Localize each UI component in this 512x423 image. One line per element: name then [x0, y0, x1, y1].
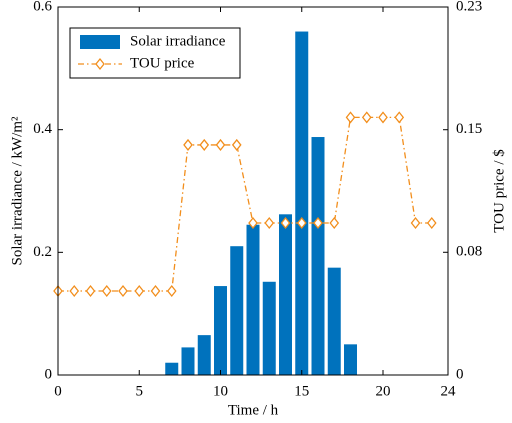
bar: [327, 267, 341, 375]
bar: [181, 347, 195, 375]
x-tick-label: 10: [213, 383, 228, 399]
marker: [69, 284, 80, 298]
y2-tick-label: 0.15: [456, 121, 482, 137]
marker: [118, 284, 128, 298]
bar: [344, 344, 357, 375]
legend-label: TOU price: [130, 55, 195, 71]
bar: [262, 281, 276, 375]
y-tick-label: 0: [45, 366, 53, 382]
marker: [150, 284, 161, 298]
bar: [230, 246, 244, 375]
y-axis-label: Solar irradiance / kW/m²: [9, 116, 25, 266]
marker: [101, 284, 112, 298]
y2-tick-label: 0.23: [456, 0, 482, 14]
marker: [394, 111, 405, 124]
x-axis-label: Time / h: [228, 402, 279, 418]
y-tick-label: 0.2: [33, 244, 52, 260]
bar: [246, 224, 260, 375]
x-tick-label: 15: [294, 383, 309, 399]
legend-swatch: [80, 35, 120, 49]
marker: [426, 216, 437, 230]
x-tick-label: 20: [376, 383, 391, 399]
marker: [296, 216, 307, 230]
marker: [345, 111, 356, 124]
bar: [214, 286, 227, 375]
bar: [165, 362, 179, 375]
x-tick-label: 0: [54, 383, 62, 399]
marker: [410, 216, 421, 230]
marker: [280, 216, 291, 230]
y-tick-label: 0.4: [33, 121, 52, 137]
legend-marker: [95, 57, 105, 71]
price-line: [58, 116, 432, 292]
y2-tick-label: 0: [456, 366, 464, 382]
marker: [166, 284, 177, 298]
marker: [264, 216, 275, 230]
marker: [248, 216, 258, 230]
marker: [183, 138, 193, 151]
marker: [85, 284, 96, 298]
marker: [378, 111, 388, 124]
x-tick-label: 24: [441, 383, 457, 399]
legend-label: Solar irradiance: [130, 33, 226, 49]
bar: [197, 335, 211, 375]
y2-tick-label: 0.08: [456, 244, 482, 260]
marker: [199, 138, 210, 151]
bar: [311, 137, 325, 375]
y2-axis-label: TOU price / $: [491, 149, 507, 233]
y-tick-label: 0.6: [33, 0, 52, 14]
marker: [215, 138, 226, 151]
marker: [329, 216, 340, 230]
plot-frame: [57, 6, 449, 376]
marker: [134, 284, 145, 298]
bar: [279, 214, 292, 375]
marker: [361, 111, 372, 124]
marker: [313, 216, 323, 230]
x-tick-label: 5: [136, 383, 144, 399]
marker: [231, 138, 242, 151]
bar: [295, 31, 309, 376]
